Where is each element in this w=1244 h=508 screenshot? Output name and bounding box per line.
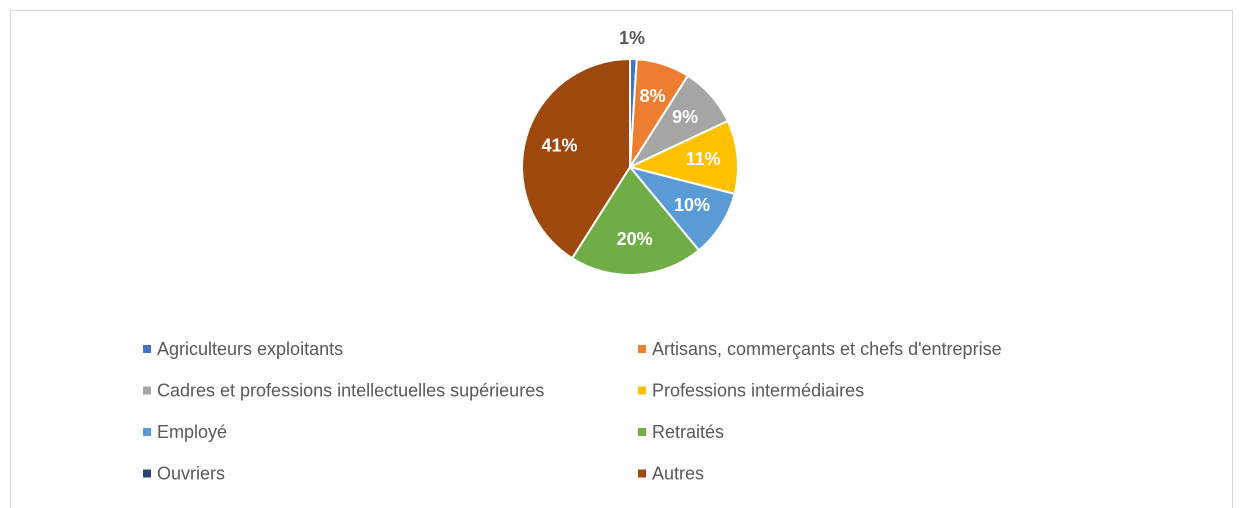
slice-label: 1% [619, 28, 645, 48]
slice-label: 11% [686, 149, 721, 169]
legend-label: Autres [652, 463, 704, 483]
legend-marker [143, 345, 151, 353]
legend-label: Professions intermédiaires [652, 380, 864, 400]
legend-label: Retraités [652, 422, 724, 442]
legend-marker [143, 428, 151, 436]
pie-slice [627, 119, 739, 196]
legend-label: Ouvriers [157, 463, 225, 483]
legend-marker [143, 386, 151, 395]
slice-label: 8% [640, 86, 666, 106]
legend-label: Agriculteurs exploitants [157, 339, 343, 359]
legend-label: Cadres et professions intellectuelles su… [157, 380, 544, 400]
pie-slice [570, 165, 701, 276]
legend-label: Artisans, commerçants et chefs d'entrepr… [652, 339, 1002, 359]
slice-label: 10% [674, 195, 710, 215]
legend-label: Employé [157, 422, 227, 442]
legend-marker [638, 345, 646, 353]
legend-marker [638, 386, 646, 395]
pie-slice [521, 57, 631, 260]
slice-label: 9% [672, 107, 698, 127]
legend-marker [638, 469, 646, 478]
slice-label: 41% [541, 135, 577, 155]
slice-label: 20% [617, 229, 653, 249]
legend-marker [638, 428, 646, 436]
legend-marker [143, 469, 151, 478]
